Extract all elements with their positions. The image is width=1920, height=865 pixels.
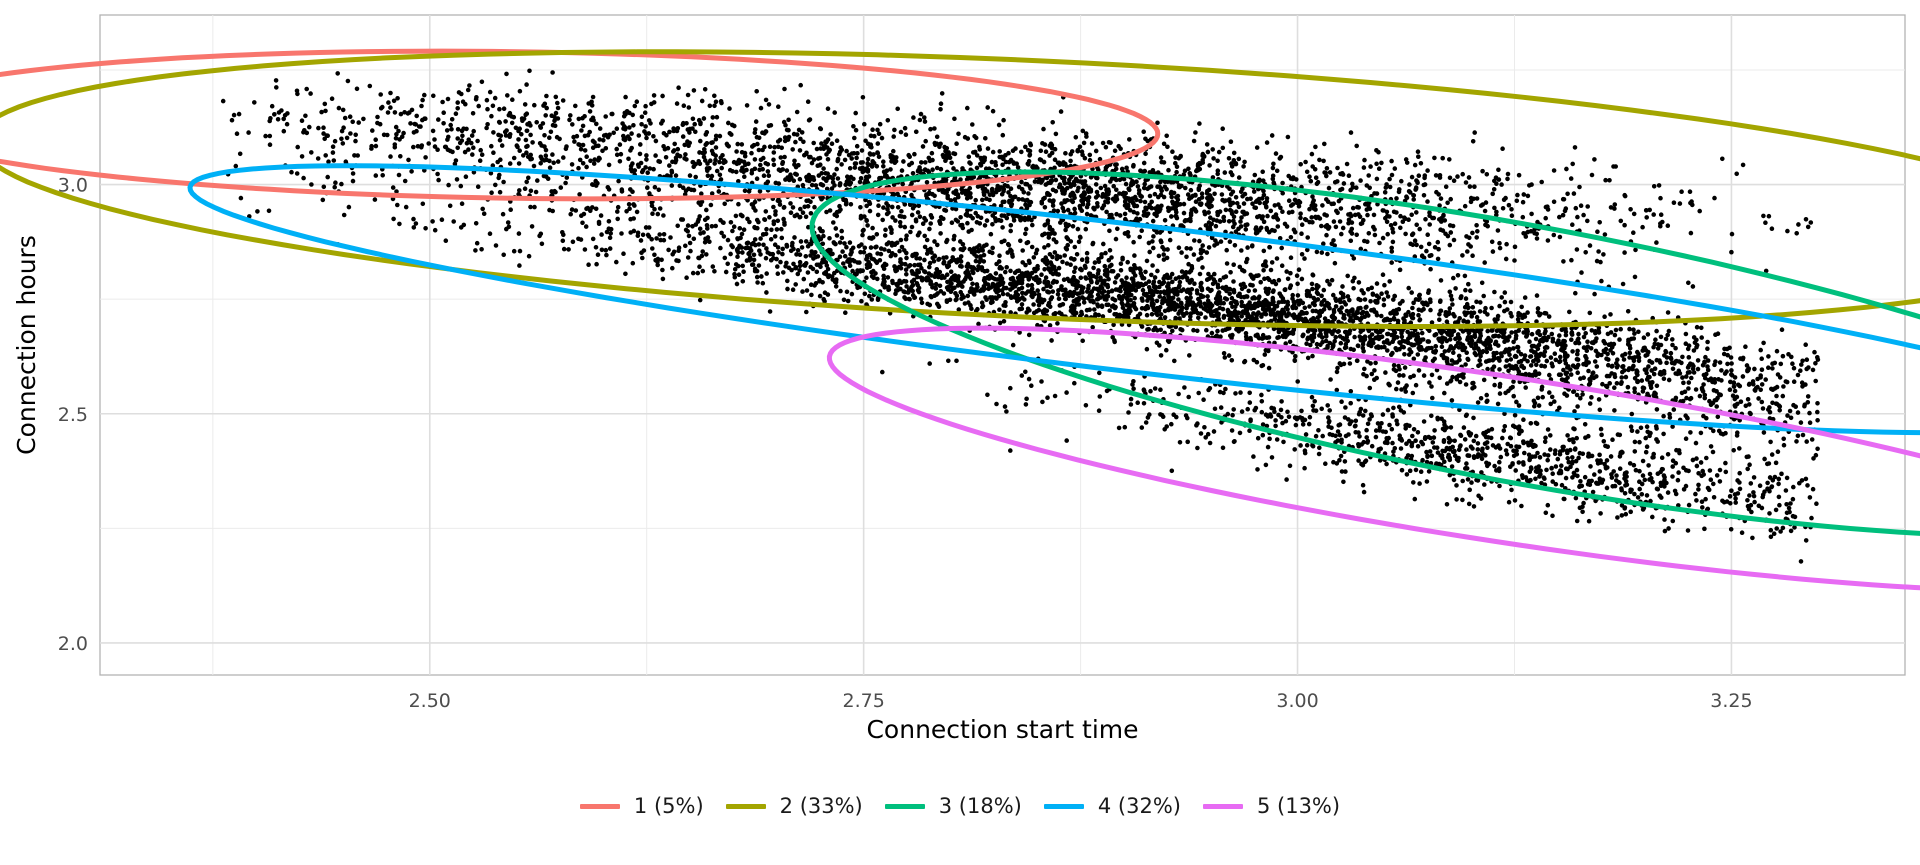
x-tick-label: 2.50 xyxy=(409,690,451,712)
legend-key xyxy=(1202,803,1243,809)
y-axis-ticks: 2.0 2.5 3.0 xyxy=(58,175,88,655)
cluster-ellipse xyxy=(187,163,1920,436)
x-axis-title: Connection start time xyxy=(866,715,1138,744)
cluster-ellipses xyxy=(0,48,1920,591)
y-axis-title: Connection hours xyxy=(12,235,41,455)
y-tick-label: 2.0 xyxy=(58,633,88,655)
cluster-ellipse xyxy=(0,49,1920,329)
scatter-point xyxy=(220,68,1821,564)
scatter-points xyxy=(220,68,1821,564)
legend: 1 (5%) 2 (33%) 3 (18%) 4 (32%) 5 (13%) xyxy=(0,794,1920,818)
grid-minor xyxy=(100,15,1905,675)
x-tick-label: 3.00 xyxy=(1276,690,1318,712)
legend-label: 3 (18%) xyxy=(938,794,1022,818)
legend-label: 5 (13%) xyxy=(1256,794,1341,818)
cluster-ellipse xyxy=(826,325,1920,591)
legend-label: 4 (32%) xyxy=(1097,794,1181,818)
grid-major xyxy=(100,15,1905,675)
y-tick-label: 3.0 xyxy=(58,175,88,197)
legend-item: 5 (13%) xyxy=(1202,794,1341,818)
x-tick-label: 3.25 xyxy=(1710,690,1752,712)
y-tick-label: 2.5 xyxy=(58,404,88,426)
legend-key xyxy=(1043,803,1084,809)
legend-label: 2 (33%) xyxy=(779,794,863,818)
legend-key xyxy=(884,803,925,809)
legend-item: 1 (5%) xyxy=(579,794,704,818)
x-tick-label: 2.75 xyxy=(842,690,884,712)
cluster-ellipse xyxy=(809,169,1920,536)
legend-key xyxy=(725,803,766,809)
legend-key xyxy=(579,803,620,809)
panel-border xyxy=(99,14,1906,676)
x-axis-ticks: 2.50 2.75 3.00 3.25 xyxy=(409,690,1753,712)
legend-item: 2 (33%) xyxy=(725,794,863,818)
legend-item: 3 (18%) xyxy=(884,794,1022,818)
legend-item: 4 (32%) xyxy=(1043,794,1181,818)
legend-label: 1 (5%) xyxy=(633,794,704,818)
